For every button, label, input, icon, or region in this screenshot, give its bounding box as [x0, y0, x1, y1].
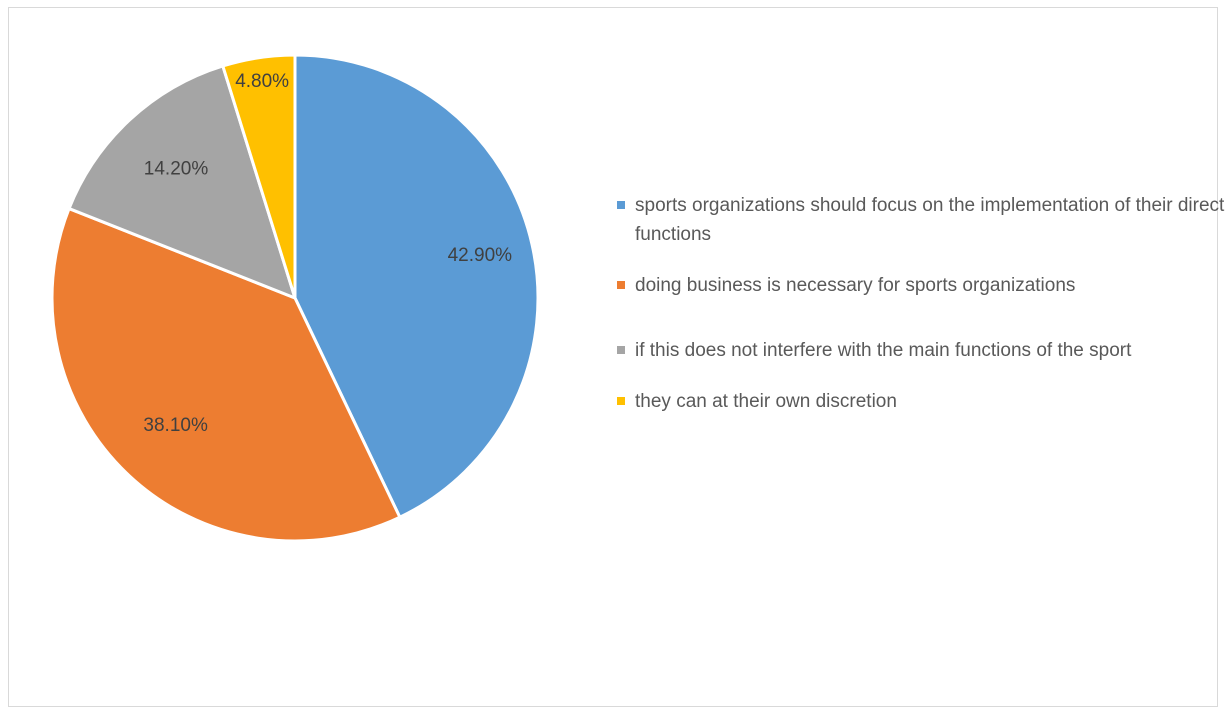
chart-area: 42.90% 38.10% 14.20% 4.80% sports organizat… — [8, 7, 1224, 707]
legend-swatch-icon — [617, 201, 625, 209]
legend-item: they can at their own discretion — [617, 387, 1228, 416]
legend-item: sports organizations should focus on the… — [617, 191, 1228, 249]
legend-label: doing business is necessary for sports o… — [635, 275, 1076, 296]
pie-slice — [293, 53, 540, 519]
pie-slice — [50, 207, 402, 543]
data-label: 14.20% — [144, 159, 209, 180]
pie-slice — [67, 64, 297, 300]
legend: sports organizations should focus on the… — [617, 191, 1228, 438]
legend-swatch-icon — [617, 281, 625, 289]
pie-slice — [221, 53, 297, 300]
legend-swatch-icon — [617, 397, 625, 405]
legend-item: doing business is necessary for sports o… — [617, 271, 1228, 300]
pie-chart: 42.90% 38.10% 14.20% 4.80% — [50, 53, 540, 543]
data-labels: 42.90% 38.10% 14.20% 4.80% — [143, 71, 512, 436]
legend-item: if this does not interfere with the main… — [617, 336, 1228, 365]
legend-label: sports organizations should focus on the… — [635, 195, 1225, 245]
data-label: 38.10% — [143, 415, 208, 436]
legend-swatch-icon — [617, 346, 625, 354]
pie-slices — [50, 53, 540, 543]
data-label: 4.80% — [235, 71, 289, 92]
legend-label: they can at their own discretion — [635, 391, 897, 412]
legend-label: if this does not interfere with the main… — [635, 340, 1132, 361]
data-label: 42.90% — [448, 245, 513, 266]
